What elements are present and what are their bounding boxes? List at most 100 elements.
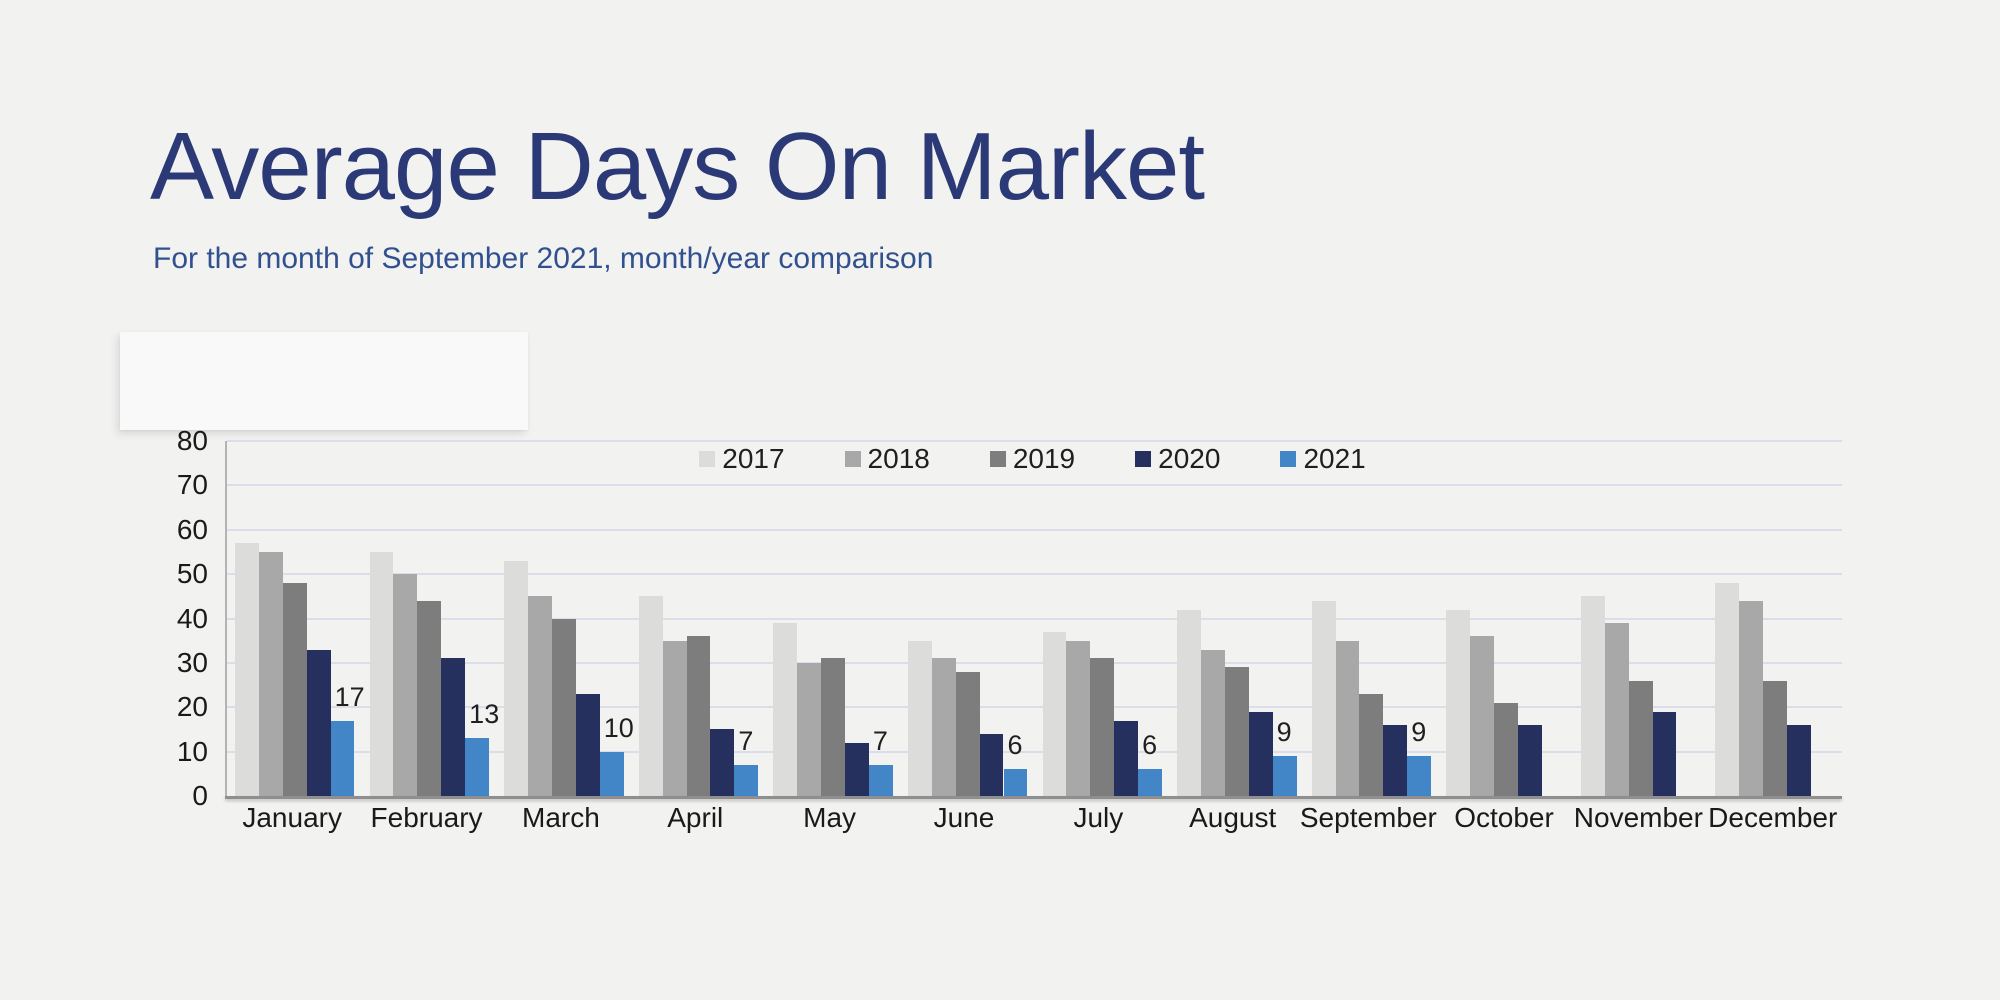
y-tick-label: 60 [176, 513, 208, 545]
bar-2021-august [1272, 756, 1297, 796]
data-label-may: 7 [872, 725, 888, 756]
gridline [227, 573, 1842, 576]
x-tick-label-february: February [370, 802, 483, 833]
data-label-july: 6 [1142, 730, 1158, 761]
bar-2020-july [1114, 720, 1139, 796]
bar-2018-november [1604, 622, 1629, 796]
bar-2021-february [465, 738, 490, 796]
x-tick-label-june: June [933, 802, 995, 833]
bar-2019-march [551, 618, 576, 796]
bar-2018-july [1066, 640, 1091, 796]
bar-group-january [227, 441, 362, 796]
bar-2021-july [1138, 769, 1162, 796]
bar-2018-august [1200, 649, 1225, 796]
bar-2017-july [1042, 631, 1067, 796]
legend-item-2020: 2020 [1135, 443, 1220, 475]
bar-2020-november [1652, 711, 1677, 796]
bar-2019-april [686, 636, 711, 796]
bar-group-february [362, 441, 497, 796]
y-tick-label: 50 [176, 558, 208, 590]
x-tick-label-may: May [803, 802, 857, 833]
bar-2020-april [710, 729, 735, 796]
bar-2020-may [845, 742, 869, 796]
y-tick-label: 70 [176, 469, 208, 501]
gridline [227, 528, 1842, 531]
bar-2019-september [1359, 693, 1384, 796]
gridline [227, 440, 1842, 442]
bar-2017-may [773, 622, 798, 796]
legend-item-2017: 2017 [699, 443, 785, 475]
x-tick-label-september: September [1299, 802, 1437, 833]
bar-2017-september [1311, 600, 1336, 796]
bar-2021-january [330, 720, 355, 796]
legend-label: 2017 [722, 443, 785, 474]
bar-2021-june [1003, 769, 1028, 796]
gridline [227, 617, 1842, 620]
x-tick-label-october: October [1454, 802, 1554, 833]
bar-group-august [1169, 441, 1304, 796]
y-tick-label: 20 [176, 691, 208, 723]
bar-2020-february [441, 658, 466, 796]
x-tick-label-december: December [1708, 802, 1838, 833]
x-tick-label-july: July [1073, 802, 1124, 833]
x-tick-label-november: November [1573, 802, 1703, 833]
bar-2018-june [931, 658, 956, 796]
bar-2020-september [1383, 725, 1408, 796]
bar-2020-march [575, 693, 600, 796]
bar-2018-october [1470, 636, 1495, 796]
bar-2017-august [1177, 609, 1201, 796]
bar-2019-october [1494, 702, 1518, 796]
legend-label: 2021 [1303, 443, 1366, 474]
bar-2020-october [1517, 725, 1542, 796]
data-label-april: 7 [738, 725, 754, 756]
bar-2020-december [1787, 725, 1811, 796]
legend-swatch-icon [1135, 451, 1152, 467]
bar-2019-december [1763, 680, 1788, 796]
bar-2019-august [1224, 667, 1249, 796]
gridline [227, 484, 1842, 487]
bar-group-december [1707, 441, 1842, 796]
bar-2021-april [734, 764, 759, 796]
bar-2017-february [369, 551, 394, 796]
data-label-march: 10 [603, 712, 634, 743]
y-tick-label: 80 [176, 425, 208, 456]
decorative-shadow-panel [120, 332, 528, 430]
bar-2018-march [528, 596, 552, 796]
data-label-september: 9 [1411, 717, 1427, 748]
bar-2017-december [1715, 583, 1740, 796]
plot-area: 17 13 10 7 7 6 6 9 9 [225, 440, 1842, 799]
bar-group-june [900, 441, 1035, 796]
bar-2019-june [955, 671, 980, 796]
bar-2019-november [1628, 680, 1653, 796]
x-tick-label-august: August [1189, 802, 1277, 833]
legend-swatch-icon [1280, 451, 1297, 467]
bar-2018-may [797, 662, 822, 796]
bar-2019-july [1090, 658, 1115, 796]
gridline [227, 750, 1842, 753]
bar-group-november [1573, 441, 1708, 796]
legend-swatch-icon [989, 451, 1006, 467]
data-label-august: 9 [1276, 717, 1292, 748]
bar-2018-december [1739, 600, 1764, 796]
x-axis-line [225, 796, 1842, 799]
legend-item-2021: 2021 [1280, 443, 1366, 475]
bar-2019-january [282, 583, 307, 796]
bar-group-march [496, 441, 631, 796]
x-axis-labels: January February March April May June July Augu… [225, 802, 1840, 834]
bar-2017-october [1446, 609, 1471, 796]
x-tick-label-april: April [667, 802, 724, 833]
page-title: Average Days On Market [150, 113, 1205, 220]
y-tick-label: 10 [176, 735, 208, 767]
data-label-june: 6 [1007, 730, 1023, 761]
chart-legend: 2017 2018 2019 2020 2021 [225, 440, 1840, 478]
bar-2021-may [868, 764, 893, 796]
bar-2017-march [504, 560, 529, 796]
bar-group-october [1438, 441, 1573, 796]
x-tick-label-january: January [242, 802, 342, 833]
bar-2019-may [821, 658, 846, 796]
bar-2018-september [1335, 640, 1360, 796]
data-label-january: 17 [334, 681, 365, 712]
bar-2017-june [907, 640, 932, 796]
gridline [227, 706, 1842, 709]
